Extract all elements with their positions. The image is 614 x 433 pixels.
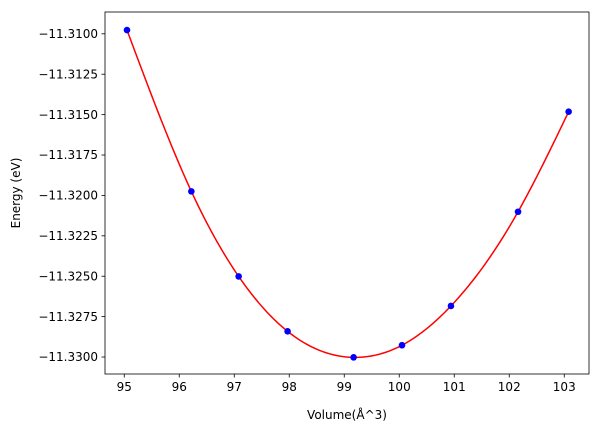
data-point <box>235 273 242 280</box>
y-tick-label: −11.3225 <box>38 229 98 243</box>
x-tick-label: 95 <box>117 380 132 394</box>
x-tick-label: 101 <box>443 380 466 394</box>
x-tick-label: 103 <box>553 380 576 394</box>
data-point <box>565 108 572 116</box>
plot-area <box>123 26 572 361</box>
data-point <box>398 341 406 349</box>
x-tick-label: 100 <box>388 380 411 394</box>
data-point <box>284 328 291 335</box>
x-tick-label: 102 <box>498 380 521 394</box>
y-tick-label: −11.3275 <box>38 310 98 324</box>
y-tick-label: −11.3200 <box>38 189 98 203</box>
y-tick-label: −11.3125 <box>38 67 98 81</box>
x-tick-label: 96 <box>172 380 187 394</box>
axes-frame <box>104 11 590 375</box>
y-tick-label: −11.3250 <box>38 269 98 283</box>
y-tick-label: −11.3300 <box>38 350 98 364</box>
x-tick-label: 98 <box>282 380 297 394</box>
y-tick-label: −11.3100 <box>38 27 98 41</box>
axes: 95 96 97 98 99 100 101 102 103 −11.3100 −11.3125 −1… <box>38 11 590 394</box>
data-point <box>447 302 455 310</box>
y-tick-label: −11.3175 <box>38 148 98 162</box>
y-tick-label: −11.3150 <box>38 108 98 122</box>
y-axis-label: Energy (eV) <box>9 158 23 229</box>
x-tick-label: 97 <box>227 380 242 394</box>
data-point <box>188 188 195 195</box>
data-point <box>123 26 131 34</box>
x-tick-label: 99 <box>337 380 352 394</box>
data-point <box>350 354 357 361</box>
data-point <box>514 208 522 216</box>
x-axis-label: Volume(Å^3) <box>307 407 387 422</box>
